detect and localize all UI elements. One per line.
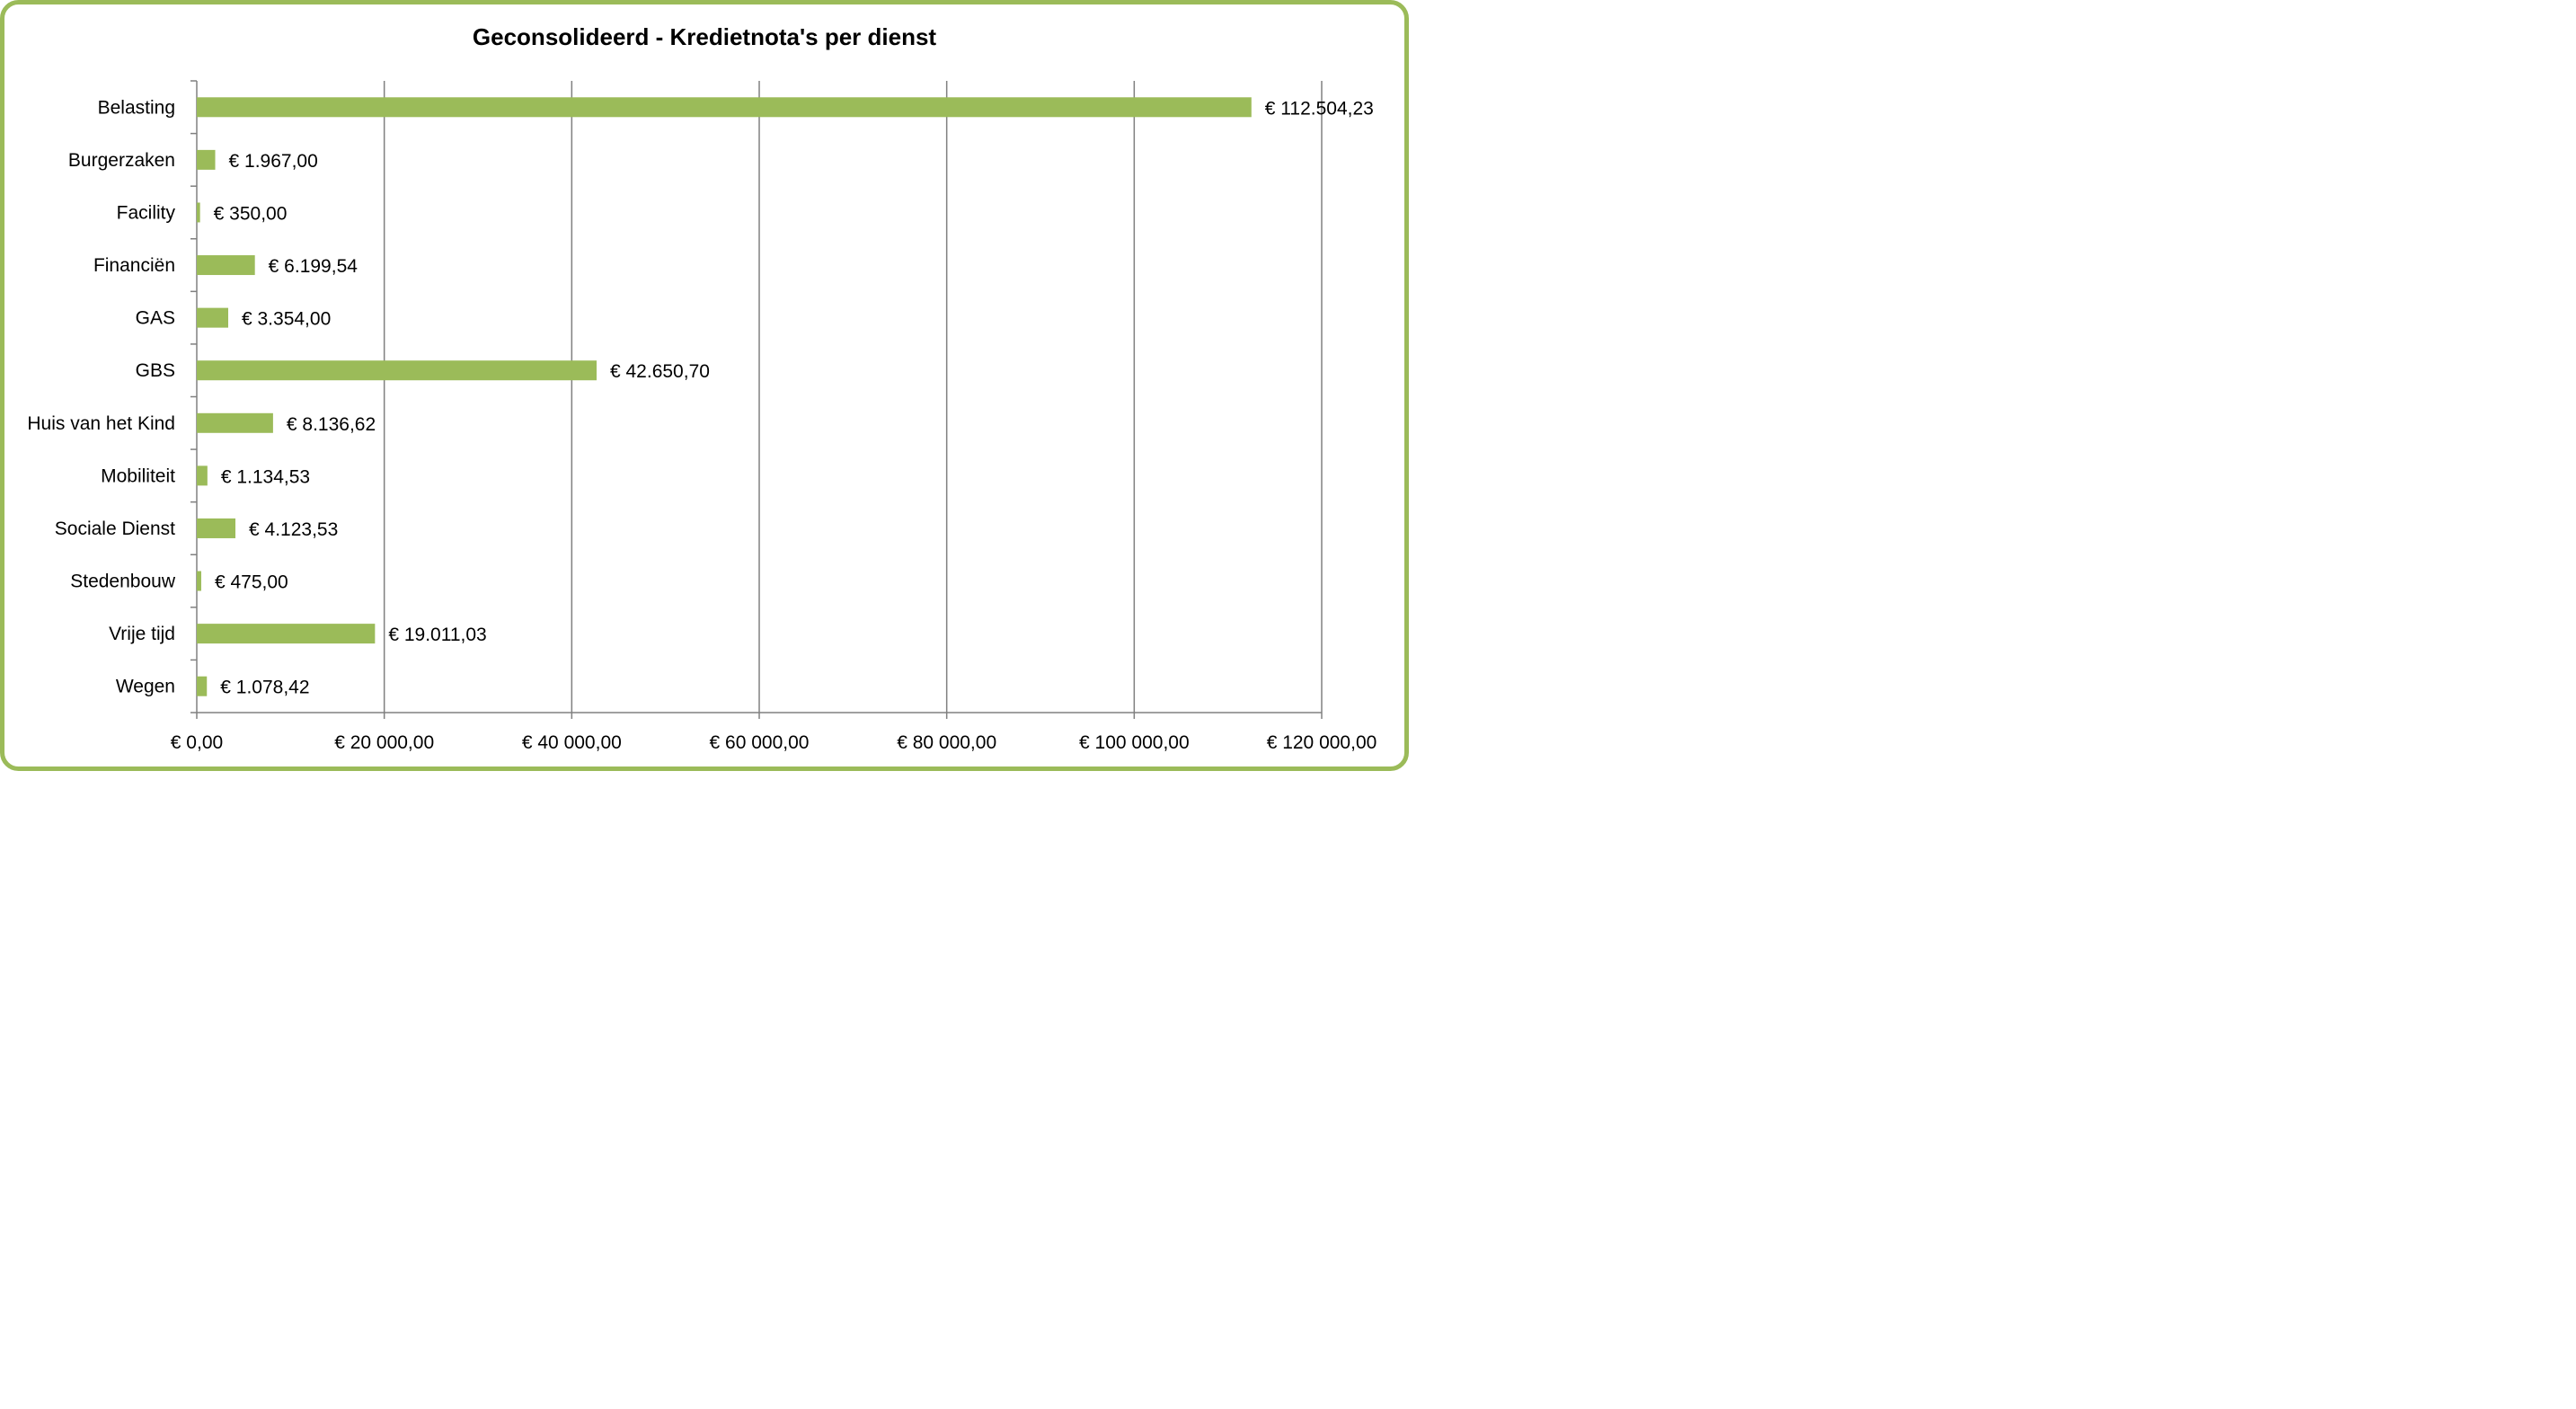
labels: € 0,00 € 20 000,00 € 40 000,00 € 60 000,00 €… <box>27 97 1377 753</box>
bar-4 <box>197 307 228 328</box>
bar-6 <box>197 412 273 433</box>
category-label: Huis van het Kind <box>27 413 175 434</box>
x-tick-label: € 20 000,00 <box>334 732 434 753</box>
category-label: Sociale Dienst <box>55 518 175 539</box>
bar-5 <box>197 360 597 381</box>
x-tick-label: € 120 000,00 <box>1267 732 1377 753</box>
bar-2 <box>197 202 200 223</box>
chart-border <box>0 0 1409 771</box>
category-label: GBS <box>136 360 175 381</box>
axes <box>190 80 1323 719</box>
bar-11 <box>197 676 208 696</box>
bar-8 <box>197 518 236 538</box>
data-label: € 42.650,70 <box>610 361 710 382</box>
category-label: Facility <box>117 202 176 223</box>
category-label: Financiën <box>93 255 175 276</box>
category-label: Wegen <box>116 677 175 697</box>
x-tick-label: € 80 000,00 <box>897 732 996 753</box>
x-tick-label: € 0,00 <box>171 732 223 753</box>
bar-0 <box>197 97 1252 118</box>
bar-9 <box>197 571 201 591</box>
category-label: Belasting <box>98 97 175 118</box>
data-label: € 3.354,00 <box>242 309 331 330</box>
data-label: € 1.078,42 <box>220 678 309 698</box>
grid-lines <box>383 81 1323 713</box>
data-label: € 475,00 <box>215 572 288 593</box>
category-label: GAS <box>136 308 175 329</box>
category-label: Stedenbouw <box>70 572 176 592</box>
data-label: € 4.123,53 <box>249 519 338 540</box>
bar-3 <box>197 255 255 276</box>
x-tick-label: € 100 000,00 <box>1079 732 1190 753</box>
data-label: € 6.199,54 <box>269 256 359 277</box>
chart-container: Geconsolideerd - Kredietnota's per diens… <box>0 0 1409 771</box>
category-label: Mobiliteit <box>101 465 175 486</box>
data-label: € 8.136,62 <box>287 414 376 435</box>
bars <box>197 97 1252 696</box>
bar-10 <box>197 624 376 644</box>
data-label: € 1.967,00 <box>229 151 318 172</box>
category-label: Burgerzaken <box>68 150 175 171</box>
data-label: € 1.134,53 <box>221 466 310 487</box>
bar-1 <box>197 149 216 170</box>
chart-title: Geconsolideerd - Kredietnota's per diens… <box>473 23 937 50</box>
data-label: € 350,00 <box>214 203 288 224</box>
bar-chart: Geconsolideerd - Kredietnota's per diens… <box>0 0 1409 771</box>
category-label: Vrije tijd <box>109 624 175 644</box>
x-tick-label: € 60 000,00 <box>710 732 810 753</box>
data-label: € 19.011,03 <box>388 625 486 645</box>
bar-7 <box>197 465 208 486</box>
data-label: € 112.504,23 <box>1265 98 1374 119</box>
x-tick-label: € 40 000,00 <box>522 732 622 753</box>
